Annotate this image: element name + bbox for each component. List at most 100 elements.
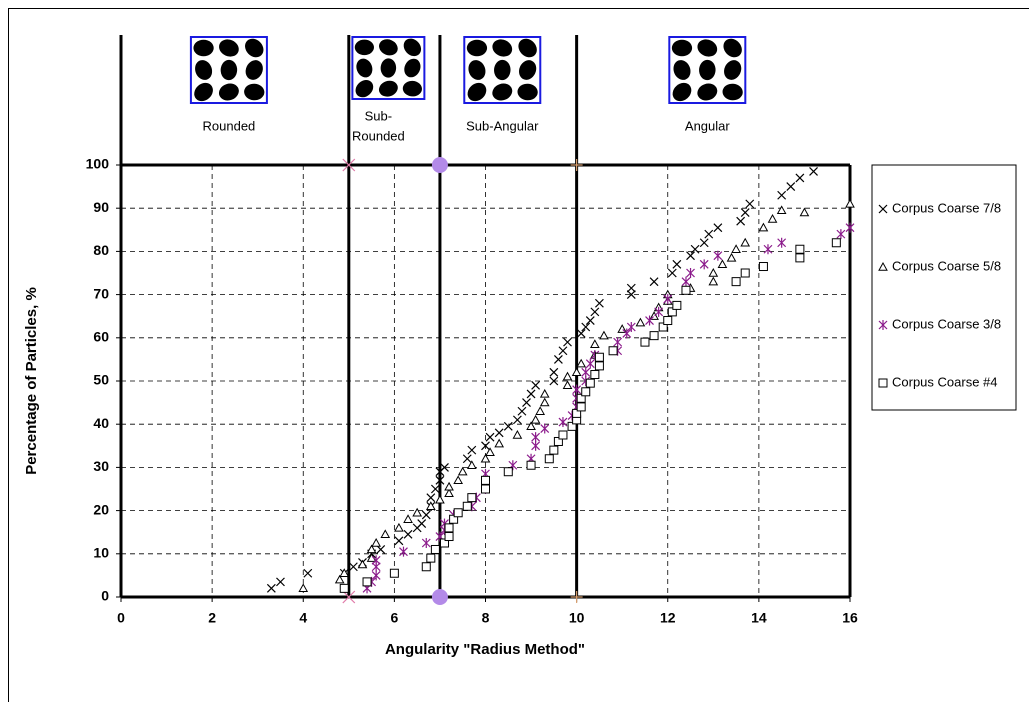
particle [378,80,398,97]
marker [581,387,591,397]
marker [667,307,677,317]
marker [777,237,787,248]
particle [518,38,537,58]
y-tick-label: 60 [93,329,109,345]
particle [492,39,513,57]
particle [219,39,239,57]
marker [699,238,709,248]
marker [635,317,646,327]
x-tick-label: 14 [751,610,767,626]
marker [453,508,463,518]
marker [430,544,440,554]
x-tick-label: 4 [299,610,307,626]
marker [708,267,719,277]
region-label: Angular [685,118,730,133]
marker [371,555,381,566]
marker [425,501,436,510]
marker [539,388,550,398]
marker [553,436,563,446]
y-tick-label: 70 [93,285,109,301]
marker [362,577,372,587]
region-label: Sub- [365,108,392,123]
particle [402,80,422,97]
marker [622,328,632,339]
marker [526,421,536,431]
marker [544,454,554,464]
particle [723,38,742,58]
marker [585,358,595,369]
marker [435,494,445,504]
marker [645,315,654,326]
marker [512,429,523,439]
marker [767,213,778,223]
marker [594,298,604,308]
marker [626,322,636,332]
marker [878,320,888,330]
marker [658,322,668,332]
marker [348,562,358,572]
marker [626,283,636,293]
marker [303,568,313,578]
legend-label: Corpus Coarse 3/8 [892,316,1001,331]
region-label: Rounded [352,128,405,143]
particle [356,58,373,78]
y-tick-label: 90 [93,199,109,215]
marker [878,378,888,388]
marker [777,190,787,200]
marker [713,250,723,261]
marker [503,421,513,431]
marker [699,259,709,270]
marker [590,339,600,348]
marker [576,402,586,412]
marker [563,337,572,347]
marker [649,277,659,287]
marker [531,440,541,451]
marker [526,389,536,399]
marker [503,467,513,477]
y-tick-label: 80 [93,242,109,258]
particle [494,59,511,81]
marker [412,507,423,517]
marker [594,352,604,362]
particle [697,39,718,57]
marker [389,568,399,578]
marker [549,367,559,377]
marker [421,538,431,548]
particle [244,83,265,101]
marker [426,493,436,503]
marker [704,229,714,239]
marker [339,568,350,577]
particle [518,60,537,80]
marker [266,583,276,593]
marker [731,277,741,287]
particle [697,83,718,101]
marker [481,484,490,494]
marker [731,244,741,253]
region-label: Rounded [203,118,256,133]
marker [485,432,495,442]
marker [549,445,559,455]
marker [736,216,746,226]
marker [342,590,356,604]
marker [558,346,568,356]
marker [576,358,587,368]
marker [535,406,546,415]
y-tick-label: 20 [93,501,109,517]
marker [599,330,609,340]
particle [492,83,513,101]
marker [672,259,682,269]
marker [713,223,723,233]
y-tick-label: 0 [101,588,109,604]
marker [740,268,750,278]
marker [357,559,368,569]
marker [366,544,377,554]
x-tick-label: 16 [842,610,858,626]
x-tick-label: 6 [390,610,398,626]
marker [426,553,436,563]
marker [531,380,541,390]
marker [649,331,659,341]
marker [342,158,356,172]
marker [562,380,573,390]
marker [421,510,431,520]
